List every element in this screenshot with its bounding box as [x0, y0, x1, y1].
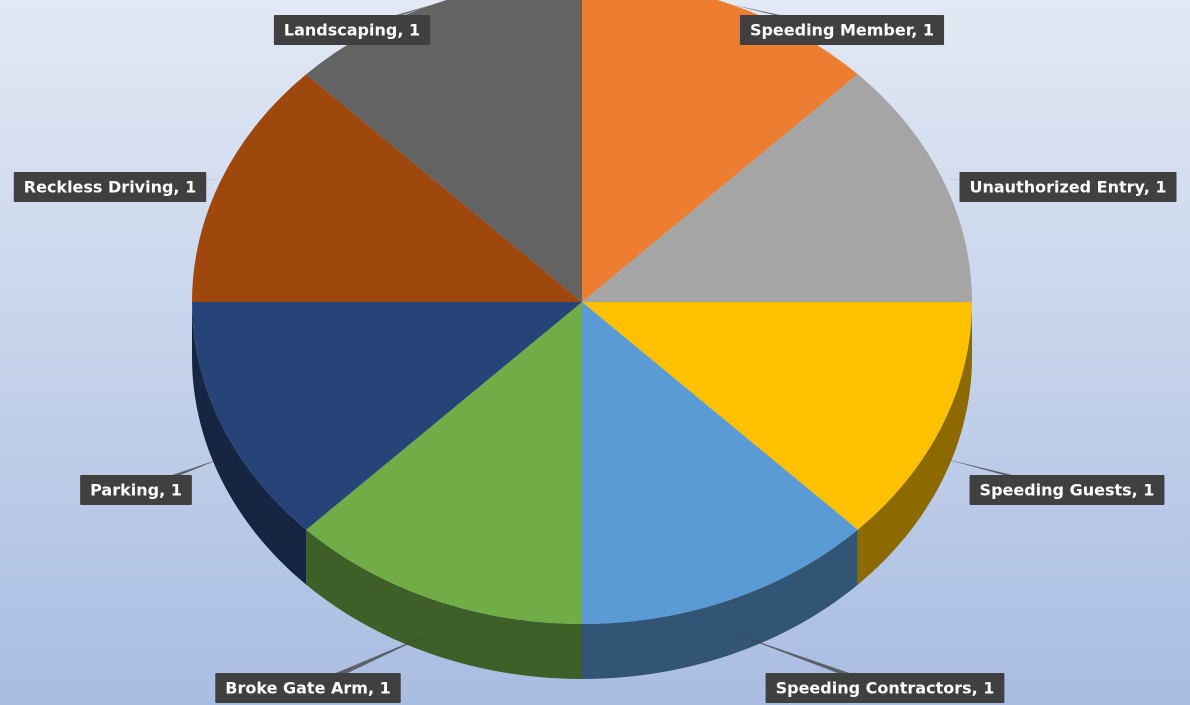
slice: [192, 74, 582, 302]
slice-top: [192, 74, 582, 302]
label-box: [13, 172, 207, 202]
slice: [582, 302, 858, 679]
slice-side: [306, 529, 582, 679]
slice-side: [192, 302, 307, 585]
data-label: Speeding Member, 1: [750, 21, 934, 40]
label-box: [959, 172, 1177, 202]
slice-top: [582, 74, 972, 302]
data-label: Parking, 1: [90, 481, 182, 500]
label-box: [273, 15, 431, 45]
slice-top: [582, 302, 972, 530]
slice: [306, 302, 582, 679]
data-label: Reckless Driving, 1: [24, 178, 196, 197]
label-box: [739, 15, 945, 45]
slice-top: [306, 302, 582, 624]
data-label: Landscaping, 1: [284, 21, 420, 40]
leader: [731, 4, 850, 31]
slice: [582, 0, 858, 302]
leader: [344, 4, 433, 31]
label-box: [969, 475, 1165, 505]
data-label: Unauthorized Entry, 1: [970, 178, 1167, 197]
slice: [192, 302, 582, 585]
slice-top: [192, 302, 582, 530]
data-label: Speeding Contractors, 1: [776, 679, 995, 698]
label-box: [765, 673, 1005, 703]
slice: [306, 0, 582, 302]
data-label: Speeding Guests, 1: [980, 481, 1155, 500]
slice-side: [857, 302, 972, 585]
slice: [582, 74, 972, 302]
slice-top: [582, 0, 858, 302]
data-label: Broke Gate Arm, 1: [225, 679, 390, 698]
label-box: [80, 475, 192, 505]
label-box: [215, 673, 401, 703]
slice: [582, 302, 972, 585]
slice-side: [582, 529, 858, 679]
slice-top: [306, 0, 582, 302]
slice-top: [582, 302, 858, 624]
